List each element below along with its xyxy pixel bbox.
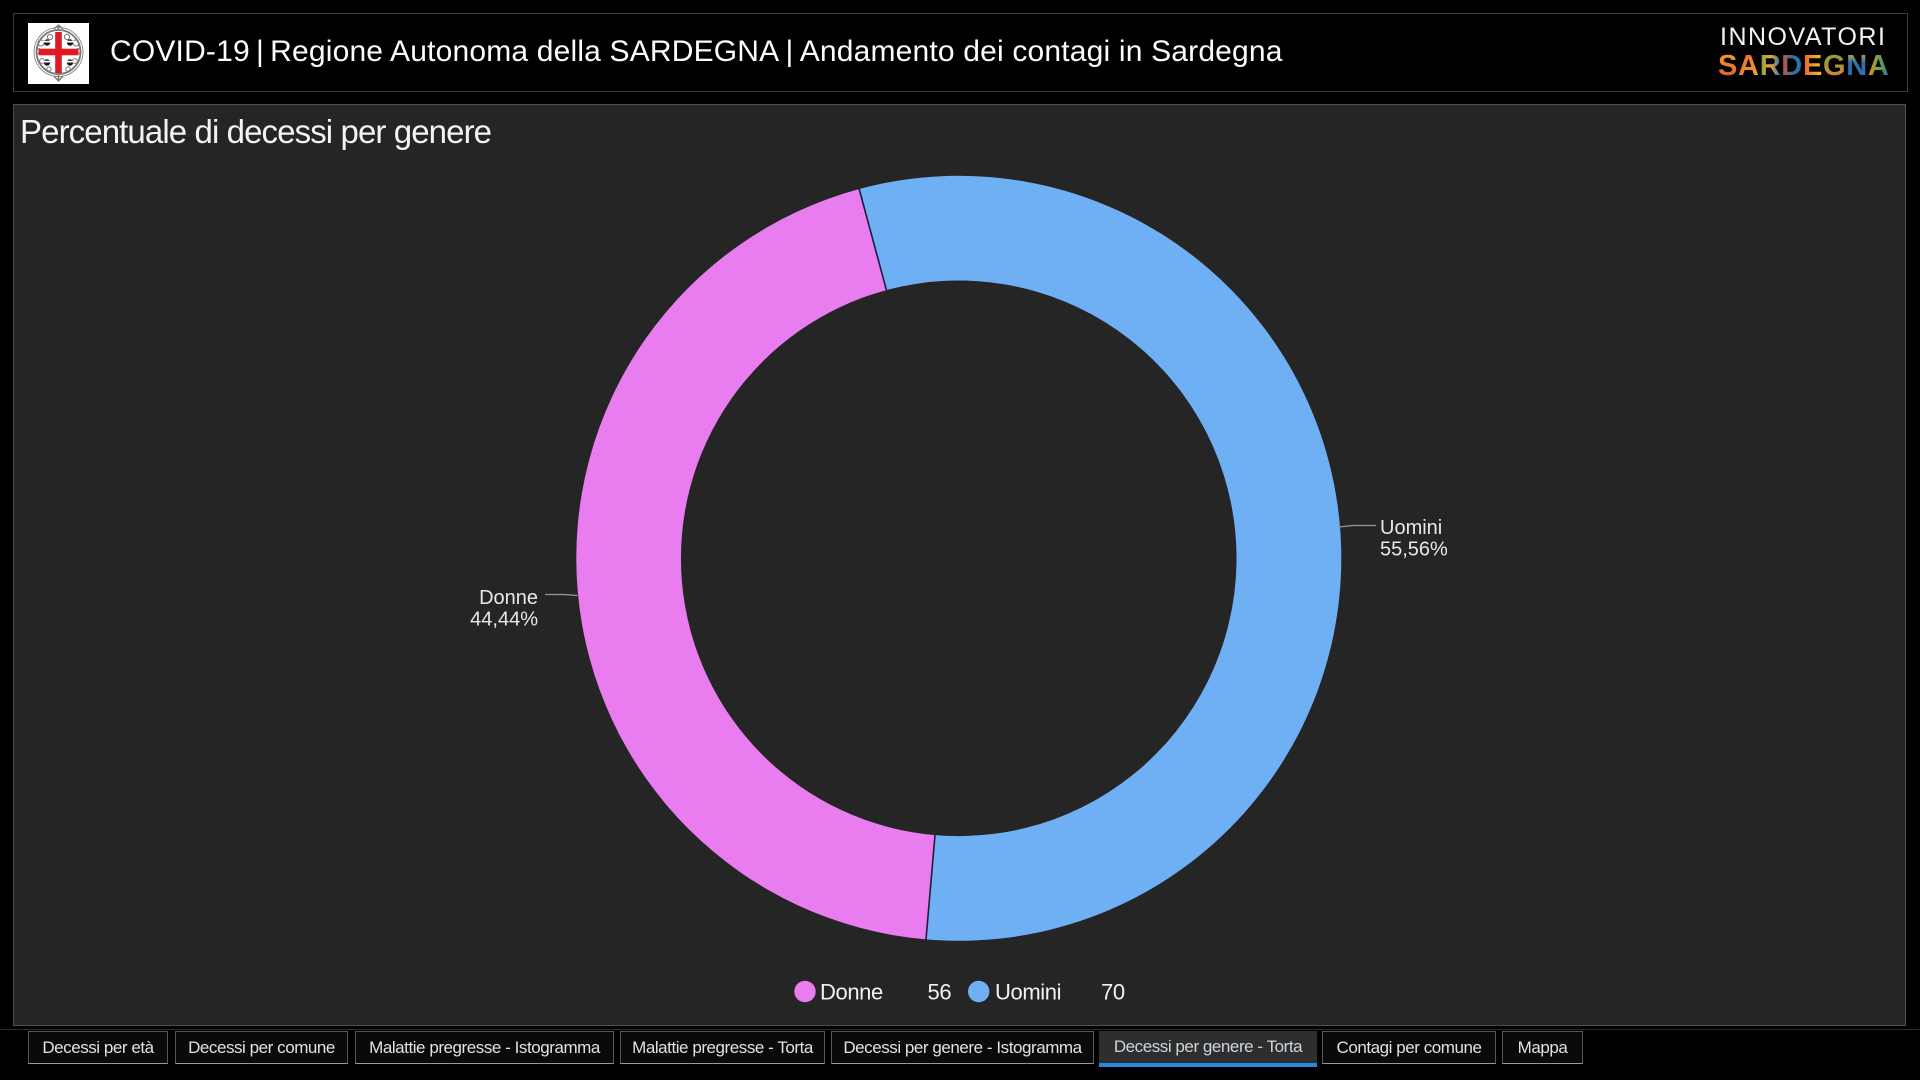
svg-text:D: D — [1781, 50, 1802, 80]
svg-text:55,56%: 55,56% — [1380, 539, 1448, 561]
svg-text:S: S — [1718, 50, 1737, 80]
svg-text:Donne: Donne — [479, 587, 538, 609]
svg-text:Uomini: Uomini — [995, 980, 1061, 1005]
svg-text:A: A — [1738, 50, 1759, 80]
svg-text:N: N — [1846, 50, 1867, 80]
svg-text:Donne: Donne — [820, 980, 883, 1005]
svg-text:44,44%: 44,44% — [470, 609, 538, 631]
svg-text:Uomini: Uomini — [1380, 517, 1442, 539]
svg-text:R: R — [1760, 50, 1781, 80]
svg-text:E: E — [1803, 50, 1822, 80]
svg-text:56: 56 — [928, 980, 952, 1005]
svg-text:A: A — [1868, 50, 1889, 80]
svg-text:G: G — [1823, 50, 1846, 80]
svg-text:70: 70 — [1101, 980, 1125, 1005]
